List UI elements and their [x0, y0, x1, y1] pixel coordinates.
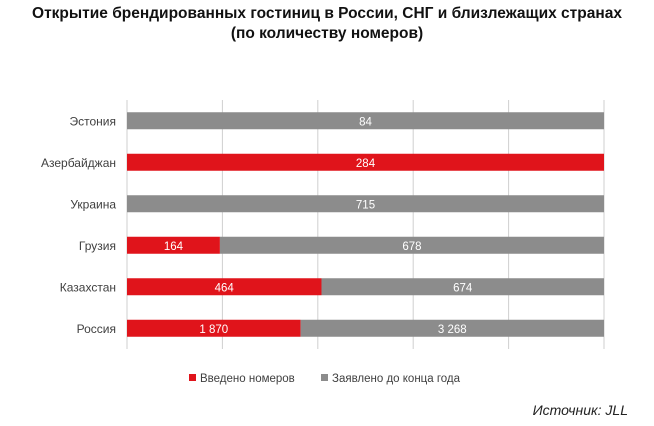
category-label: Россия [77, 322, 116, 336]
bar-segment [219, 236, 605, 254]
gridlines [126, 100, 605, 349]
data-label: 678 [402, 241, 421, 253]
data-label: 84 [359, 116, 372, 128]
data-label: 284 [356, 158, 376, 170]
bar-segment [127, 112, 604, 130]
legend: Введено номеров Заявлено до конца года [189, 373, 461, 385]
legend-label: Введено номеров [200, 373, 295, 385]
bar-segment [127, 153, 604, 171]
title-line-1: Открытие брендированных гостиниц в Росси… [32, 5, 622, 22]
category-labels: Эстония Азербайджан Украина Грузия Казахстан… [41, 114, 116, 336]
data-label: 164 [164, 241, 184, 253]
data-label: 3 268 [438, 324, 467, 336]
legend-swatch [189, 374, 196, 381]
title-line-2: (по количеству номеров) [230, 25, 424, 42]
bar-segment [127, 278, 322, 296]
source-note: Источник: JLL [532, 402, 628, 418]
chart-title: Открытие брендированных гостиниц в Росси… [0, 4, 654, 44]
category-label: Грузия [79, 239, 116, 253]
bar-segment [321, 278, 604, 296]
category-label: Украина [70, 197, 116, 211]
bar-segment [127, 195, 604, 213]
bars: 84 284 715 164 678 464 674 1 870 3 268 [127, 112, 605, 337]
bar-segment [127, 236, 220, 254]
data-label: 715 [356, 199, 375, 211]
data-label: 1 870 [199, 324, 228, 336]
category-label: Казахстан [60, 280, 116, 294]
category-label: Эстония [70, 114, 117, 128]
legend-swatch [321, 374, 328, 381]
data-label: 464 [215, 282, 235, 294]
bar-segment [300, 319, 604, 337]
data-label: 674 [453, 282, 473, 294]
bar-segment [127, 319, 301, 337]
category-label: Азербайджан [41, 156, 116, 170]
legend-label: Заявлено до конца года [332, 373, 461, 385]
